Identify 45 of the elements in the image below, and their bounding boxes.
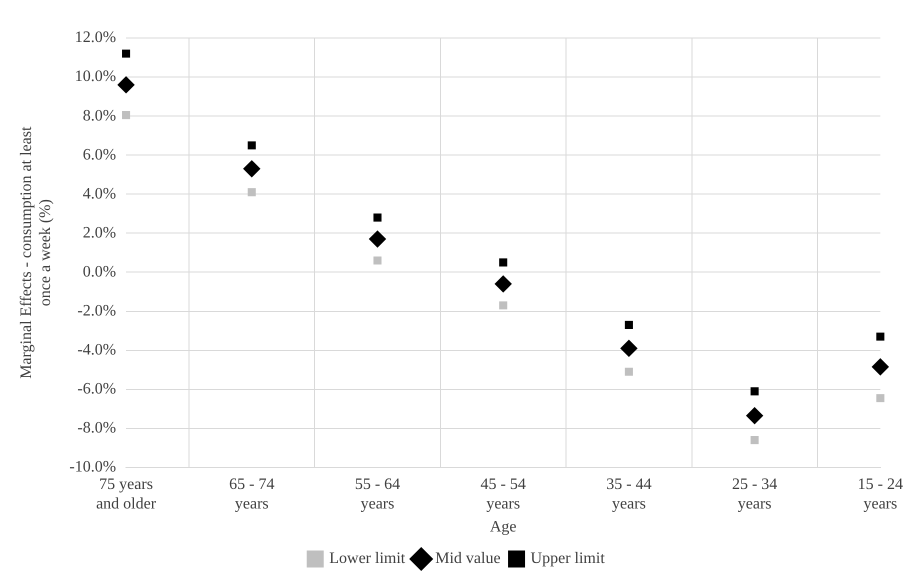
point bbox=[499, 258, 508, 266]
y-tick-label: 8.0% bbox=[82, 107, 116, 124]
y-tick-label: 6.0% bbox=[82, 146, 116, 164]
point bbox=[750, 387, 759, 396]
y-tick-label: 12.0% bbox=[74, 29, 116, 46]
point bbox=[494, 275, 512, 292]
x-tick-label: 35 - 44 years bbox=[606, 476, 652, 512]
point bbox=[373, 256, 382, 265]
y-tick-label: 2.0% bbox=[82, 224, 116, 242]
y-tick-label: -10.0% bbox=[69, 458, 116, 476]
point bbox=[122, 111, 130, 120]
y-tick-label: 4.0% bbox=[82, 185, 116, 202]
point bbox=[876, 394, 884, 402]
x-tick-label: 75 years and older bbox=[96, 476, 157, 512]
point bbox=[876, 332, 884, 341]
y-tick-label: -4.0% bbox=[77, 341, 116, 358]
point bbox=[248, 141, 256, 150]
point bbox=[373, 214, 382, 222]
point bbox=[620, 340, 638, 357]
point bbox=[122, 50, 130, 58]
point bbox=[872, 358, 889, 376]
point bbox=[243, 160, 260, 178]
y-tick-label: -2.0% bbox=[77, 302, 116, 320]
x-tick-label: 55 - 64 years bbox=[354, 476, 400, 512]
x-tick-label: 25 - 34 years bbox=[732, 476, 778, 512]
y-tick-label: -6.0% bbox=[77, 380, 116, 398]
x-axis-title: Age bbox=[490, 518, 517, 536]
legend-label: Lower limit bbox=[329, 550, 406, 568]
point bbox=[248, 188, 256, 196]
point bbox=[118, 76, 135, 94]
legend-label: Mid value bbox=[435, 550, 501, 568]
y-tick-label: 10.0% bbox=[74, 68, 116, 86]
x-tick-label: 15 - 24 years bbox=[858, 476, 903, 512]
point bbox=[499, 301, 508, 310]
point bbox=[368, 230, 386, 248]
legend-label: Upper limit bbox=[530, 550, 606, 568]
point bbox=[750, 436, 759, 444]
y-axis-title: Marginal Effects - consumption at least once a week (%) bbox=[18, 126, 54, 379]
point bbox=[624, 368, 633, 376]
point bbox=[624, 320, 633, 329]
y-tick-label: -8.0% bbox=[77, 420, 116, 437]
x-tick-label: 45 - 54 years bbox=[480, 476, 526, 512]
point bbox=[746, 407, 764, 424]
y-tick-label: 0.0% bbox=[82, 263, 116, 280]
x-tick-label: 65 - 74 years bbox=[229, 476, 274, 512]
